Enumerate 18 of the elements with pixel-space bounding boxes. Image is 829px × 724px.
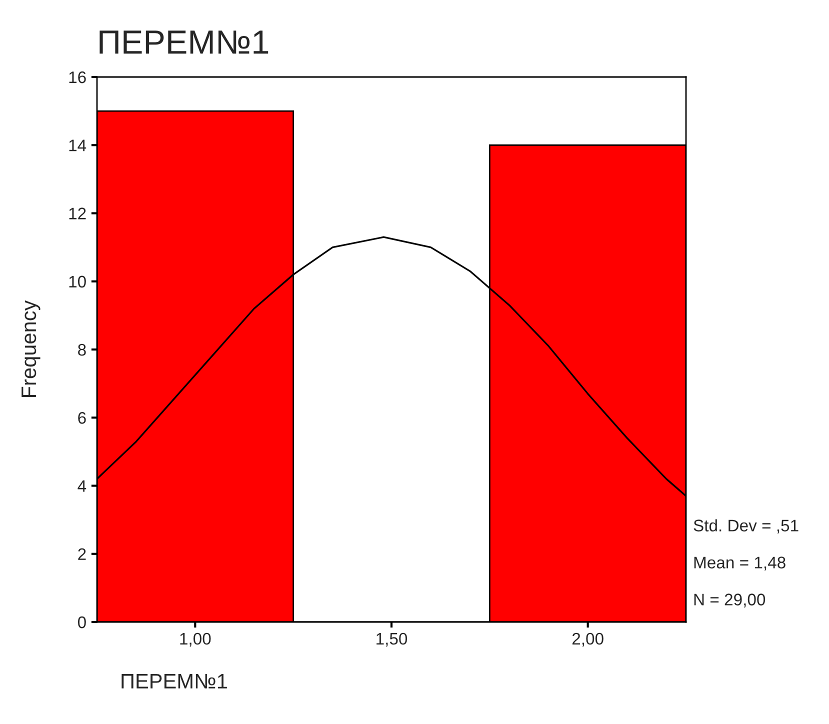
y-tick-label: 10 — [69, 276, 86, 288]
text: N = 29,00 — [694, 594, 766, 608]
y-tick-label: 16 — [69, 71, 86, 84]
chart-title: ПЕРЕМ№1 — [100, 30, 268, 54]
y-tick-label: 14 — [69, 140, 86, 152]
text: Mean = 1,48 — [694, 556, 786, 570]
text: Std. Dev = ,51 — [694, 519, 798, 534]
y-axis-title: Frequency — [22, 300, 40, 397]
y-tick-label: 6 — [78, 412, 86, 424]
y-tick-label: 8 — [78, 344, 86, 356]
y-tick-label: 12 — [69, 208, 86, 220]
x-tick-label: 1,50 — [376, 632, 408, 647]
y-tick-label: 4 — [78, 480, 86, 492]
y-tick-label: 0 — [78, 616, 86, 628]
y-tick-label: 2 — [78, 548, 86, 560]
x-tick-label: 1,00 — [180, 632, 211, 647]
x-axis-title: ПЕРЕМ№1 — [122, 674, 227, 688]
x-tick-label: 2,00 — [572, 632, 604, 647]
